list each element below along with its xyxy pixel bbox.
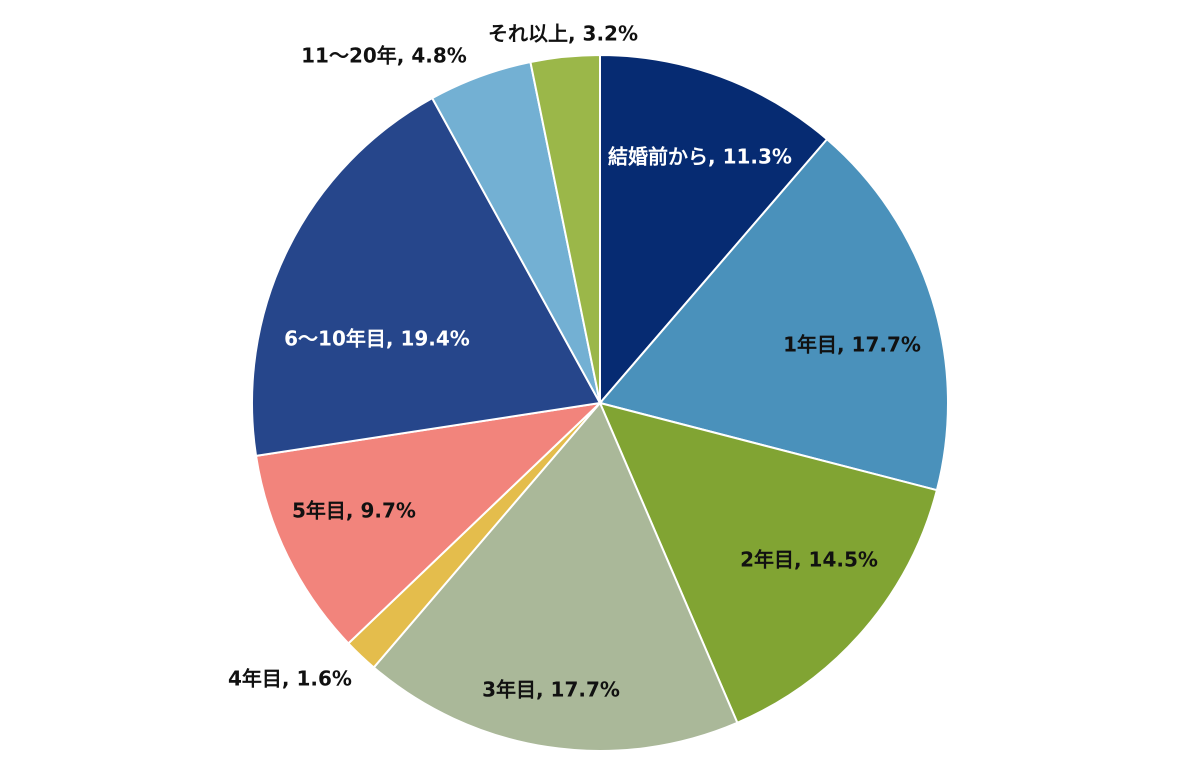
pie-slice-2 (598, 137, 949, 492)
slice-label-4: 3年目, 17.7% (482, 678, 620, 702)
pie-slice-4 (372, 401, 739, 752)
slice-label-6: 5年目, 9.7% (292, 499, 416, 523)
pie-slice-6 (254, 401, 603, 645)
slice-label-8: 11～20年, 4.8% (301, 44, 467, 68)
slice-label-7: 6～10年目, 19.4% (284, 327, 470, 351)
pie-slice-9 (529, 53, 601, 404)
slice-label-3: 2年目, 14.5% (740, 548, 878, 572)
pie-slice-3 (598, 401, 939, 725)
pie-slices (251, 53, 949, 752)
slice-label-9: それ以上, 3.2% (488, 22, 638, 46)
slice-label-2: 1年目, 17.7% (783, 333, 921, 357)
pie-labels: 結婚前から, 11.3% 1年目, 17.7% 2年目, 14.5% 3年目, 17.… (228, 22, 921, 702)
pie-slice-1 (599, 53, 829, 406)
slice-label-5: 4年目, 1.6% (228, 667, 352, 691)
slice-label-1: 結婚前から, 11.3% (608, 145, 792, 169)
pie-slice-7 (251, 96, 602, 458)
